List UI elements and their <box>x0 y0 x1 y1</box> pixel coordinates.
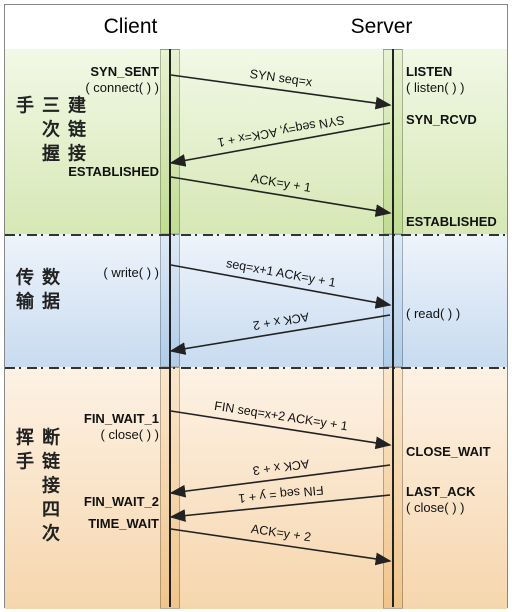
client-timeline <box>169 49 171 607</box>
server-state: CLOSE_WAIT <box>406 445 491 460</box>
client-state: ( write( ) ) <box>39 266 159 281</box>
server-state: ( close( ) ) <box>406 501 465 516</box>
client-state: ESTABLISHED <box>39 165 159 180</box>
header-client: Client <box>5 5 256 49</box>
server-state: ESTABLISHED <box>406 215 497 230</box>
header-row: Client Server <box>5 5 507 49</box>
client-state: FIN_WAIT_1 <box>39 412 159 427</box>
client-state: ( close( ) ) <box>39 428 159 443</box>
phase-divider <box>5 234 507 236</box>
diagram-frame: Client Server 建链接三次握手数据传输断链接四次挥手 SYN_SEN… <box>4 4 508 608</box>
server-state: LAST_ACK <box>406 485 475 500</box>
server-timeline <box>392 49 394 607</box>
server-state: ( read( ) ) <box>406 307 460 322</box>
client-state: SYN_SENT <box>39 65 159 80</box>
server-state: ( listen( ) ) <box>406 81 465 96</box>
server-state: SYN_RCVD <box>406 113 477 128</box>
phase-transfer: 数据传输 <box>5 234 507 367</box>
header-server: Server <box>256 5 507 49</box>
phase-divider <box>5 367 507 369</box>
server-state: LISTEN <box>406 65 452 80</box>
client-state: ( connect( ) ) <box>39 81 159 96</box>
client-state: TIME_WAIT <box>39 517 159 532</box>
client-state: FIN_WAIT_2 <box>39 495 159 510</box>
